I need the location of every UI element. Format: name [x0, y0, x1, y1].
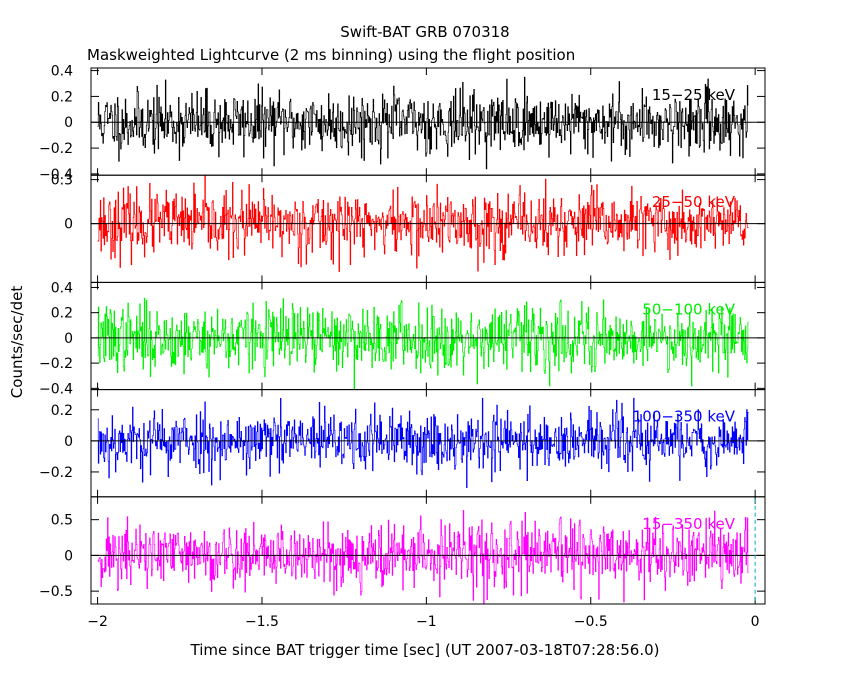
- x-tick-label: −1.5: [245, 614, 279, 630]
- panels-group: −0.4 −0.2 0 0.2 0.4 15−25 keV 0 0.3 25−50 keV −0.…: [39, 64, 766, 630]
- panel-frame: [90, 496, 766, 605]
- panel-4: −0.2 0 0.2 100−350 keV: [39, 389, 766, 498]
- band-label: 15−350 keV: [642, 515, 735, 533]
- panel-5: −0.5 0 0.5 15−350 keV: [39, 496, 766, 605]
- y-axis-label: Counts/sec/det: [8, 286, 26, 399]
- y-tick-label: 0.2: [51, 403, 73, 419]
- y-tick-label: 0.3: [51, 173, 73, 189]
- series-line-2: [97, 175, 749, 272]
- y-tick-label: 0: [64, 331, 73, 347]
- panel-2: 0 0.3 25−50 keV: [51, 173, 766, 283]
- band-label: 15−25 keV: [652, 86, 736, 104]
- band-label: 100−350 keV: [633, 408, 736, 426]
- y-tick-label: −0.2: [39, 356, 73, 372]
- y-tick-label: 0.4: [51, 64, 73, 80]
- series-line-5: [97, 510, 749, 604]
- y-tick-label: 0.2: [51, 306, 73, 322]
- x-tick-label: −0.5: [574, 614, 608, 630]
- x-tick-label: −2: [87, 614, 108, 630]
- y-tick-label: −0.2: [39, 465, 73, 481]
- chart-subtitle: Maskweighted Lightcurve (2 ms binning) u…: [87, 46, 575, 64]
- y-tick-label: 0: [64, 217, 73, 233]
- series-line-1: [97, 76, 749, 170]
- y-tick-label: 0: [64, 434, 73, 450]
- y-tick-label: −0.4: [39, 167, 73, 183]
- x-tick-label: 0: [751, 614, 760, 630]
- y-tick-label: 0.2: [51, 89, 73, 105]
- y-tick-label: 0.5: [51, 513, 73, 529]
- y-tick-label: −0.2: [39, 141, 73, 157]
- x-axis-label: Time since BAT trigger time [sec] (UT 20…: [190, 641, 660, 659]
- x-tick-label: −1: [416, 614, 437, 630]
- y-tick-label: −0.4: [39, 381, 73, 397]
- y-tick-label: 0: [64, 548, 73, 564]
- y-tick-label: 0: [64, 115, 73, 131]
- band-label: 50−100 keV: [642, 300, 735, 318]
- y-tick-label: 0.4: [51, 280, 73, 296]
- panel-3: −0.4 −0.2 0 0.2 0.4 50−100 keV: [39, 280, 766, 397]
- chart-title: Swift-BAT GRB 070318: [340, 23, 509, 41]
- panel-1: −0.4 −0.2 0 0.2 0.4 15−25 keV: [39, 64, 766, 183]
- series-line-3: [97, 297, 749, 390]
- y-tick-label: −0.5: [39, 584, 73, 600]
- band-label: 25−50 keV: [652, 193, 736, 211]
- series-line-4: [97, 397, 749, 488]
